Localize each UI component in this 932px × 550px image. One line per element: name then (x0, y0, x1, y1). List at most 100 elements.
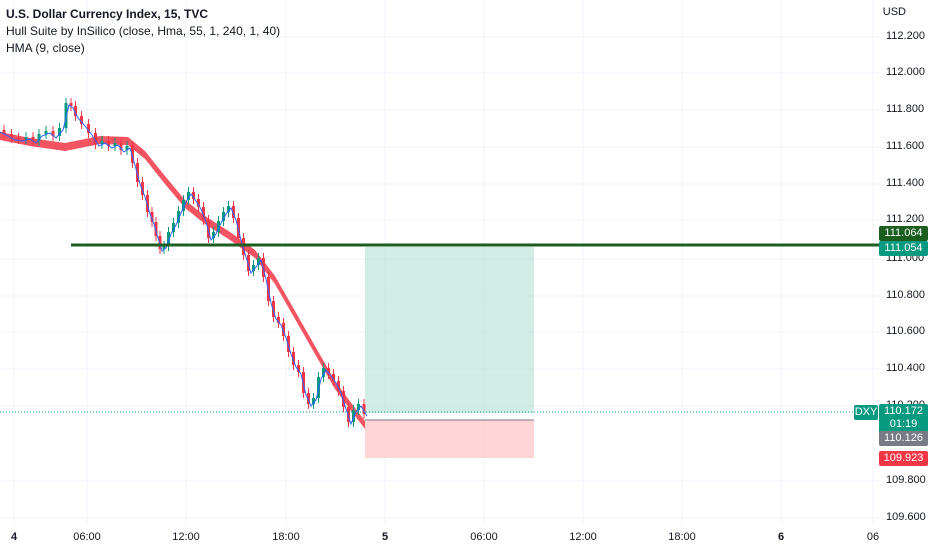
chart-legend: U.S. Dollar Currency Index, 15, TVC Hull… (6, 6, 280, 57)
price-tick: 110.600 (886, 325, 925, 337)
candle-body (2, 130, 6, 134)
candle-body (69, 103, 73, 106)
candle-body (182, 200, 185, 211)
candle-body (187, 192, 190, 200)
candle-body (222, 212, 225, 221)
time-tick: 18:00 (272, 531, 300, 543)
resistance-price-label: 111.064 (879, 226, 928, 241)
legend-hull-suite[interactable]: Hull Suite by InSilico (close, Hma, 55, … (6, 24, 281, 38)
hma-line (0, 104, 368, 426)
hull-suite-band (0, 132, 365, 429)
candle-body (74, 106, 77, 116)
candle-body (44, 131, 48, 134)
candle-body (287, 336, 290, 352)
candle-body (94, 133, 97, 144)
candle-body (217, 221, 220, 232)
stop-price-label: 109.923 (879, 451, 928, 466)
time-tick: 6 (777, 531, 785, 543)
candle-body (24, 137, 28, 139)
candle-body (227, 206, 230, 212)
candle-body (357, 404, 360, 410)
candle-body (272, 301, 275, 317)
candle-body (10, 134, 13, 138)
price-tick: 111.200 (886, 213, 925, 225)
candle-body (307, 393, 310, 404)
candle-body (37, 134, 41, 141)
candle-body (150, 212, 154, 222)
candle-body (327, 368, 330, 374)
candle-body (119, 143, 123, 150)
symbol-badge: DXY (854, 405, 878, 420)
candle-body (177, 211, 180, 223)
candle-body (17, 138, 20, 140)
price-tick: 111.800 (886, 103, 925, 115)
legend-title[interactable]: U.S. Dollar Currency Index, 15, TVC (6, 7, 209, 21)
price-tick: 110.800 (886, 289, 925, 301)
candlesticks (2, 98, 366, 427)
candle-body (136, 163, 139, 182)
candle-body (332, 374, 335, 381)
price-tick: 110.400 (886, 362, 925, 374)
price-tick: 112.200 (886, 30, 925, 42)
price-tick: 109.600 (886, 511, 926, 523)
candle-body (192, 192, 195, 199)
candle-body (162, 246, 166, 249)
candle-body (154, 222, 158, 236)
candle-body (207, 220, 210, 238)
candle-body (100, 141, 104, 144)
candle-body (212, 232, 215, 238)
candle-body (113, 143, 117, 146)
legend-hma[interactable]: HMA (9, close) (6, 41, 85, 55)
candle-body (282, 323, 285, 336)
candle-body (172, 223, 175, 232)
target-price-label: 111.054 (879, 241, 928, 256)
candle-body (58, 128, 61, 136)
candle-body (347, 407, 350, 422)
candle-body (257, 258, 260, 265)
candle-body (337, 381, 340, 391)
candle-body (87, 124, 90, 133)
entry-price-label: 110.126 (879, 431, 928, 446)
candle-body (352, 410, 355, 422)
last-price-label: 110.172 01:19 (879, 404, 928, 433)
candle-body (292, 352, 295, 365)
target-zone[interactable] (365, 247, 534, 413)
candle-body (297, 365, 300, 372)
price-tick: 111.600 (886, 140, 925, 152)
candle-body (141, 182, 144, 195)
candle-body (158, 236, 162, 249)
price-tick: 111.400 (886, 177, 925, 189)
time-tick: 18:00 (668, 531, 696, 543)
stop-zone[interactable] (365, 420, 534, 458)
candle-body (131, 146, 134, 163)
time-tick: 06 (866, 531, 880, 543)
candle-body (322, 368, 325, 377)
time-tick: 06:00 (73, 531, 101, 543)
time-tick: 12:00 (172, 531, 200, 543)
currency-label: USD (882, 6, 906, 18)
candle-body (31, 137, 35, 141)
candle-body (262, 258, 265, 277)
candle-body (167, 232, 170, 246)
candle-body (107, 141, 110, 146)
time-tick: 06:00 (470, 531, 498, 543)
candle-body (125, 146, 129, 150)
price-tick: 109.800 (886, 474, 926, 486)
candle-body (202, 207, 205, 220)
candle-body (312, 398, 315, 404)
time-tick: 4 (10, 531, 18, 543)
candle-body (197, 199, 200, 207)
candle-body (342, 391, 345, 407)
candle-body (146, 195, 149, 212)
candle-body (362, 404, 366, 414)
candle-body (80, 116, 83, 124)
candle-body (51, 131, 55, 136)
candle-body (252, 265, 255, 271)
candle-body (247, 255, 250, 271)
candle-countdown: 01:19 (889, 418, 918, 430)
price-tick: 112.000 (886, 66, 925, 78)
time-tick: 5 (381, 531, 389, 543)
last-price-value: 110.172 (884, 405, 923, 417)
time-tick: 12:00 (569, 531, 597, 543)
